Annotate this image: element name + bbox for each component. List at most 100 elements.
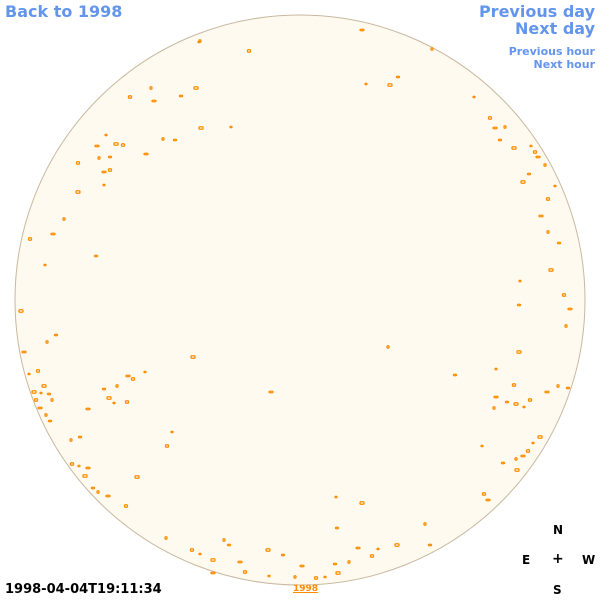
- feature-mark: [45, 340, 49, 344]
- feature-mark: [85, 466, 91, 470]
- feature-mark: [229, 125, 233, 129]
- feature-mark: [516, 350, 522, 354]
- feature-mark: [565, 386, 571, 390]
- feature-mark: [511, 383, 517, 387]
- feature-mark: [120, 143, 126, 147]
- feature-mark: [43, 263, 47, 267]
- feature-mark: [556, 384, 560, 388]
- feature-mark: [178, 94, 184, 98]
- feature-mark: [525, 449, 531, 453]
- feature-mark: [124, 400, 130, 404]
- feature-mark: [481, 492, 487, 496]
- back-to-year-link[interactable]: Back to 1998: [5, 2, 123, 21]
- feature-mark: [105, 494, 111, 498]
- feature-mark: [494, 367, 498, 371]
- feature-mark: [513, 402, 519, 406]
- feature-mark: [210, 558, 216, 562]
- feature-mark: [97, 156, 101, 160]
- feature-mark: [492, 406, 496, 410]
- feature-mark: [492, 126, 498, 130]
- feature-mark: [237, 560, 243, 564]
- feature-mark: [527, 398, 533, 402]
- feature-mark: [511, 146, 517, 150]
- compass-north: N: [553, 523, 564, 537]
- feature-mark: [104, 133, 108, 137]
- feature-mark: [242, 570, 248, 574]
- feature-mark: [335, 571, 341, 575]
- feature-mark: [198, 552, 202, 556]
- feature-mark: [226, 543, 232, 547]
- feature-mark: [94, 144, 100, 148]
- feature-mark: [280, 553, 286, 557]
- feature-mark: [532, 150, 538, 154]
- feature-mark: [107, 168, 113, 172]
- compass-west: W: [582, 553, 596, 567]
- feature-mark: [369, 554, 375, 558]
- feature-mark: [102, 183, 106, 187]
- feature-mark: [267, 574, 271, 578]
- feature-mark: [170, 430, 174, 434]
- previous-hour-link[interactable]: Previous hour: [508, 45, 595, 58]
- feature-mark: [518, 279, 522, 283]
- feature-mark: [332, 562, 338, 566]
- feature-mark: [545, 197, 551, 201]
- feature-mark: [538, 214, 544, 218]
- feature-mark: [123, 504, 129, 508]
- feature-mark: [164, 444, 170, 448]
- feature-mark: [514, 468, 520, 472]
- feature-mark: [161, 137, 165, 141]
- feature-mark: [115, 384, 119, 388]
- feature-mark: [222, 538, 226, 542]
- feature-mark: [50, 398, 54, 402]
- feature-mark: [430, 47, 434, 51]
- feature-mark: [497, 138, 503, 142]
- feature-mark: [452, 373, 458, 377]
- feature-mark: [75, 161, 81, 165]
- feature-mark: [44, 413, 48, 417]
- feature-mark: [33, 398, 39, 402]
- feature-mark: [516, 303, 522, 307]
- feature-mark: [386, 345, 390, 349]
- feature-mark: [299, 564, 305, 568]
- feature-mark: [193, 86, 199, 90]
- feature-mark: [53, 333, 59, 337]
- feature-mark: [359, 28, 365, 32]
- feature-mark: [106, 396, 112, 400]
- feature-mark: [548, 268, 554, 272]
- feature-mark: [46, 392, 52, 396]
- feature-mark: [520, 180, 526, 184]
- active-region-features: [18, 28, 573, 580]
- feature-mark: [130, 377, 136, 381]
- compass-east: E: [522, 553, 531, 567]
- feature-mark: [561, 293, 567, 297]
- next-hour-link[interactable]: Next hour: [533, 58, 596, 71]
- feature-mark: [564, 324, 568, 328]
- feature-mark: [500, 461, 506, 465]
- feature-mark: [37, 406, 43, 410]
- feature-mark: [553, 184, 557, 188]
- feature-mark: [567, 307, 573, 311]
- feature-mark: [127, 95, 133, 99]
- feature-mark: [485, 498, 491, 502]
- feature-mark: [172, 138, 178, 142]
- feature-mark: [427, 543, 433, 547]
- feature-mark: [493, 395, 499, 399]
- year-link[interactable]: 1998: [293, 584, 319, 594]
- feature-mark: [39, 391, 43, 395]
- feature-mark: [334, 526, 340, 530]
- next-day-link[interactable]: Next day: [515, 19, 595, 38]
- feature-mark: [347, 560, 351, 564]
- feature-mark: [268, 390, 274, 394]
- feature-mark: [503, 125, 507, 129]
- feature-mark: [537, 435, 543, 439]
- feature-mark: [480, 444, 484, 448]
- feature-mark: [69, 462, 75, 466]
- feature-mark: [313, 576, 319, 580]
- feature-mark: [27, 372, 31, 376]
- feature-mark: [522, 405, 526, 409]
- feature-mark: [189, 548, 195, 552]
- previous-day-link[interactable]: Previous day: [478, 2, 595, 21]
- feature-mark: [364, 82, 368, 86]
- feature-mark: [134, 475, 140, 479]
- feature-mark: [47, 419, 53, 423]
